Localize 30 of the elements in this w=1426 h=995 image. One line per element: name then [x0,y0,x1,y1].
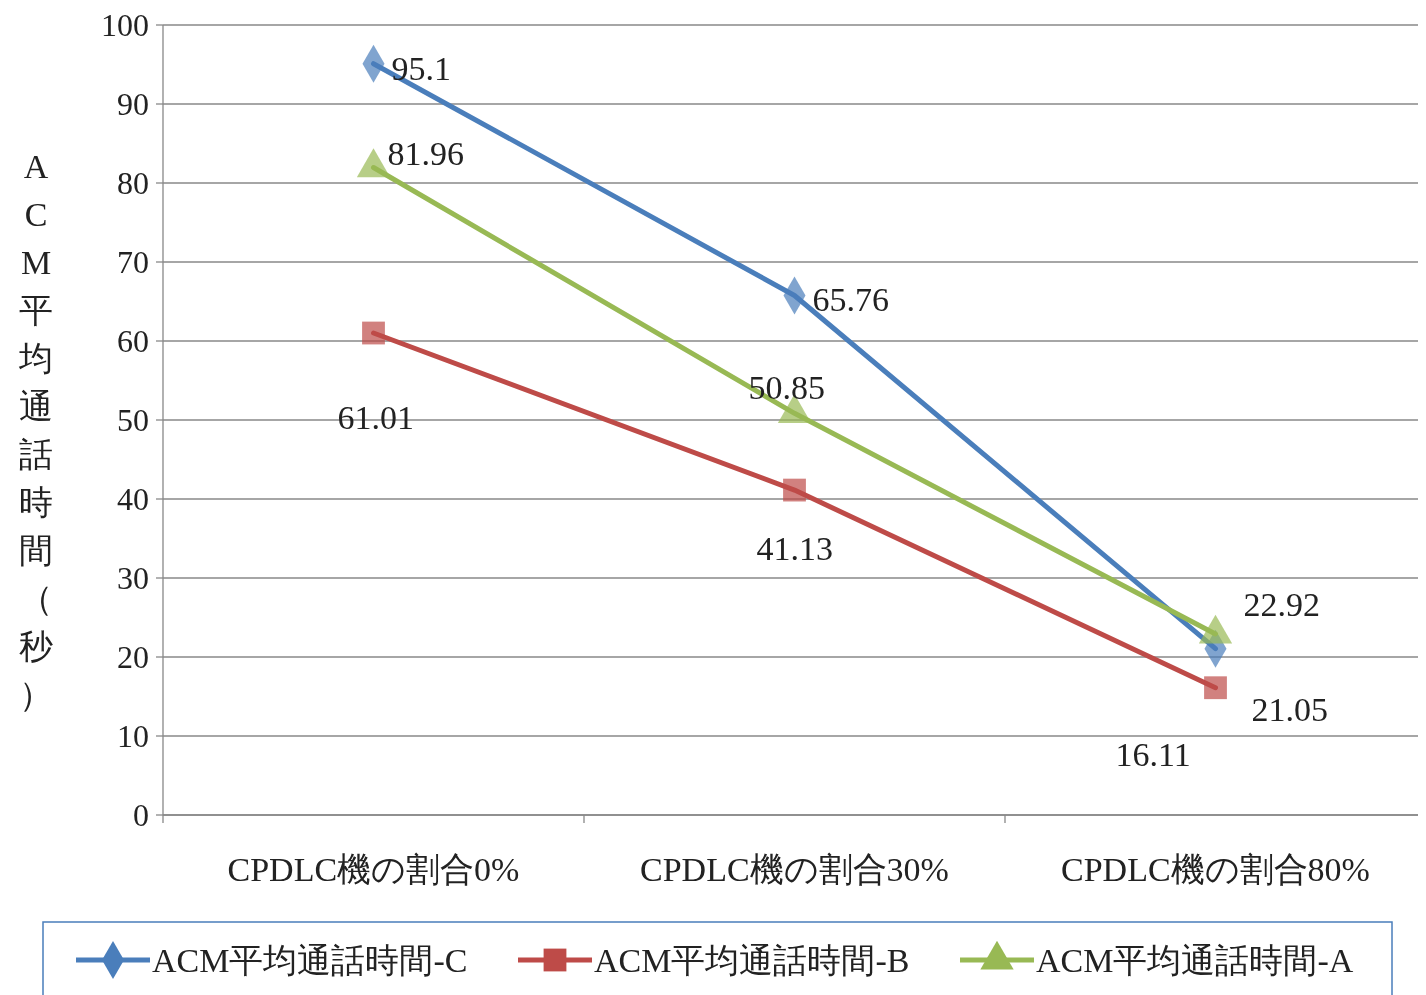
x-tick-label: CPDLC機の割合0% [227,851,520,888]
legend-label: ACM平均通話時間-B [594,941,910,979]
y-tick-label: 0 [133,797,149,834]
data-label: 50.85 [748,369,825,407]
y-tick-label: 90 [117,86,149,123]
data-label: 81.96 [387,135,464,173]
point [362,321,385,345]
y-tick-label: 60 [117,323,149,360]
data-label: 21.05 [1251,690,1328,728]
legend-label: ACM平均通話時間-A [1036,941,1354,979]
data-label: 95.1 [391,49,451,87]
y-tick-label: 20 [117,639,149,676]
x-tick-label: CPDLC機の割合30% [640,851,949,888]
y-tick-label: 30 [117,560,149,597]
y-tick-label: 50 [117,402,149,439]
point [783,478,806,502]
y-tick-label: 100 [101,7,149,44]
data-label: 16.11 [1115,735,1191,773]
data-label: 61.01 [337,398,414,436]
x-tick-label: CPDLC機の割合80% [1061,851,1370,888]
data-label: 41.13 [756,529,833,567]
legend-label: ACM平均通話時間-C [152,941,468,979]
y-tick-label: 70 [117,244,149,281]
data-label: 65.76 [812,281,889,319]
y-tick-label: 80 [117,165,149,202]
y-tick-label: 10 [117,718,149,755]
data-label: 22.92 [1243,585,1320,623]
point [1204,676,1227,700]
y-tick-label: 40 [117,481,149,518]
text: ACM平均通話時間（秒） [19,148,53,713]
